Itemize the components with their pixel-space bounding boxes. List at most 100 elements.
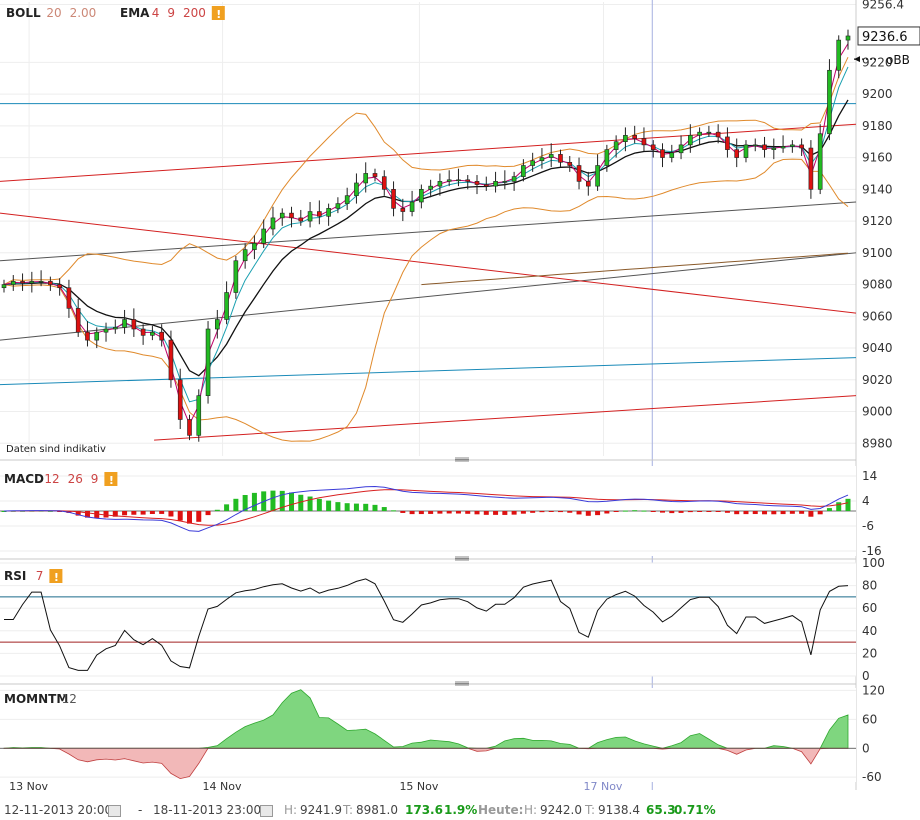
macd-histogram-bar: [196, 511, 202, 522]
candle-body: [474, 181, 480, 185]
candle-body: [298, 217, 304, 222]
candle-body: [558, 154, 563, 163]
candle-body: [446, 179, 452, 182]
macd-histogram-bar: [622, 510, 628, 512]
rsi-tick-label: 40: [862, 624, 877, 638]
macd-histogram-bar: [159, 511, 165, 514]
macd-line: [3, 485, 849, 532]
macd-tick-label: 4: [862, 494, 870, 508]
candle-body: [530, 160, 535, 166]
macd-histogram-bar: [455, 511, 461, 514]
candle-body: [261, 228, 266, 244]
candle-body: [725, 136, 730, 150]
candle-body: [641, 138, 647, 146]
calendar-icon[interactable]: [108, 805, 121, 817]
trendline-lower-red: [154, 395, 857, 441]
macd-histogram-bar: [697, 511, 703, 512]
candle-body: [539, 157, 545, 162]
rsi-name: RSI: [4, 569, 26, 583]
macd-histogram-bar: [669, 511, 675, 514]
macd-name: MACD: [4, 472, 44, 486]
macd-histogram-bar: [177, 511, 183, 521]
macd-histogram-bar: [641, 510, 647, 512]
candle-body: [660, 149, 665, 158]
boll-param: 20: [46, 6, 61, 20]
candle-body: [150, 331, 155, 336]
macd-histogram-bar: [149, 511, 155, 514]
boll-param: 2.00: [70, 6, 97, 20]
candle-body: [780, 146, 786, 149]
momentum-param: 12: [62, 692, 77, 706]
candle-body: [586, 181, 591, 187]
today-change-value: 65.3: [646, 803, 676, 817]
candle-body: [502, 181, 508, 183]
candle-body: [511, 176, 517, 182]
today-low-value: 9138.4: [598, 803, 640, 817]
ema-param: 4: [152, 6, 160, 20]
rsi-param: 7: [36, 569, 44, 583]
macd-histogram-bar: [706, 511, 712, 512]
x-tick-label: 14 Nov: [203, 780, 242, 793]
warning-icon-glyph: !: [109, 474, 114, 487]
macd-histogram-bar: [437, 511, 443, 514]
last-price-box: [857, 26, 920, 46]
macd-histogram-bar: [845, 498, 851, 511]
x-axis: 13 Nov 14 Nov 15 Nov 17 Nov: [9, 780, 623, 793]
candle-body: [743, 144, 749, 158]
candle-body: [270, 217, 276, 230]
calendar-icon[interactable]: [260, 805, 273, 817]
macd-histogram-bar: [724, 511, 730, 513]
macd-histogram-bar: [557, 511, 563, 513]
macd-histogram-bar: [762, 511, 768, 515]
candle-body: [734, 149, 740, 158]
high-label: H:: [284, 803, 298, 817]
candle-body: [159, 331, 164, 341]
candle-body: [808, 147, 814, 190]
macd-histogram-bar: [307, 496, 313, 511]
candle-body: [381, 176, 387, 190]
candle-body: [419, 189, 424, 203]
candle-body: [604, 149, 610, 166]
warning-icon-glyph: !: [54, 571, 59, 584]
candle-body: [242, 249, 248, 262]
macd-histogram-bar: [47, 510, 53, 512]
range-end: 18-11-2013 23:00: [153, 803, 262, 817]
candle-body: [112, 327, 118, 330]
price-tick-label: 9160: [862, 151, 893, 165]
candle-body: [38, 281, 44, 283]
candle-body: [103, 328, 109, 333]
change-value: 173.6: [405, 803, 443, 817]
candle-body: [790, 144, 795, 147]
macd-param: 12: [44, 472, 59, 486]
candle-body: [706, 131, 712, 134]
macd-histogram-bar: [279, 490, 285, 511]
low-value: 8981.0: [356, 803, 398, 817]
candle-body: [326, 208, 331, 217]
candle-body: [576, 165, 582, 182]
macd-histogram-bar: [446, 511, 452, 514]
macd-histogram-bar: [84, 511, 90, 518]
macd-histogram-bar: [817, 511, 823, 515]
bollinger-lower-band: [3, 158, 849, 442]
candle-body: [131, 319, 137, 330]
watermark-text: Daten sind indikativ: [6, 444, 106, 455]
macd-histogram-bar: [483, 511, 489, 515]
macd-histogram-bar: [520, 511, 526, 514]
today-change-percent: 0.71%: [674, 803, 716, 817]
macd-histogram-bar: [799, 511, 805, 514]
macd-histogram-bar: [789, 511, 795, 514]
macd-histogram-bar: [391, 510, 397, 512]
macd-histogram-bar: [604, 511, 610, 514]
price-tick-label: 8980: [862, 436, 893, 450]
candle-body: [817, 133, 823, 190]
panel-separators[interactable]: [0, 457, 856, 686]
macd-histogram-bar: [335, 502, 341, 511]
candle-body: [233, 260, 239, 293]
candle-body: [678, 144, 684, 154]
candle-body: [437, 181, 443, 187]
macd-histogram-bar: [836, 502, 842, 511]
macd-histogram-bar: [585, 511, 591, 516]
macd-histogram-bar: [381, 507, 387, 511]
candle-body: [697, 131, 702, 136]
